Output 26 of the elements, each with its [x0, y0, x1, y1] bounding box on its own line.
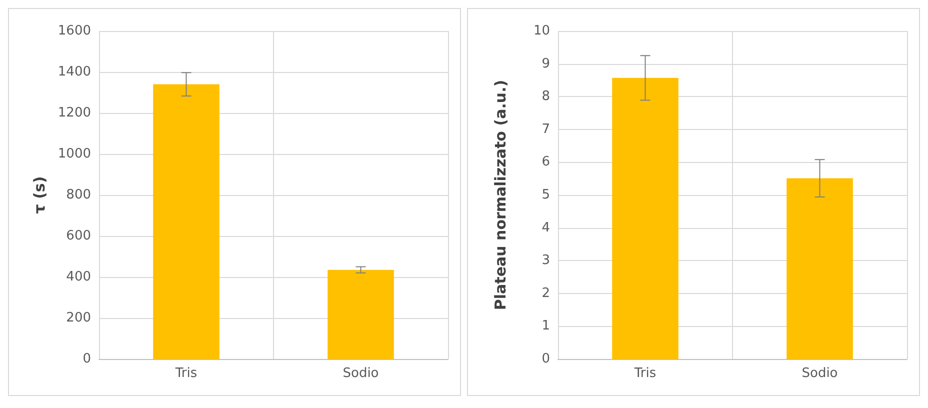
y-tick-label: 2: [542, 286, 550, 301]
y-tick-label: 1: [542, 318, 550, 334]
y-tick-label: 8: [542, 89, 550, 104]
y-tick-label: 400: [66, 270, 91, 284]
y-tick-label: 6: [542, 154, 550, 170]
y-tick-label: 10: [533, 24, 550, 38]
y-tick-label: 800: [66, 188, 91, 202]
y-tick-label: 1200: [58, 106, 91, 120]
y-tick-label: 9: [542, 56, 550, 72]
y-tick-label: 3: [542, 253, 550, 268]
y-tick-label: 600: [66, 228, 91, 244]
x-tick-label: Sodio: [802, 366, 838, 381]
x-tick-label: Sodio: [342, 366, 379, 381]
x-tick-label: Tris: [174, 366, 198, 381]
y-tick-label: 0: [82, 352, 91, 366]
y-tick-label: 5: [542, 188, 550, 202]
y-tick-label: 1400: [58, 64, 91, 80]
y-tick-label: 0: [542, 352, 550, 366]
y-tick-label: 4: [542, 220, 550, 236]
y-tick-label: 200: [66, 310, 91, 326]
y-axis-title: Plateau normalizzato (a.u.): [492, 80, 510, 310]
x-tick-label: Tris: [633, 366, 656, 381]
y-tick-label: 1600: [58, 24, 91, 38]
y-tick-label: 7: [542, 122, 550, 137]
y-tick-label: 1000: [58, 146, 91, 162]
y-axis-title: τ (s): [30, 176, 49, 214]
